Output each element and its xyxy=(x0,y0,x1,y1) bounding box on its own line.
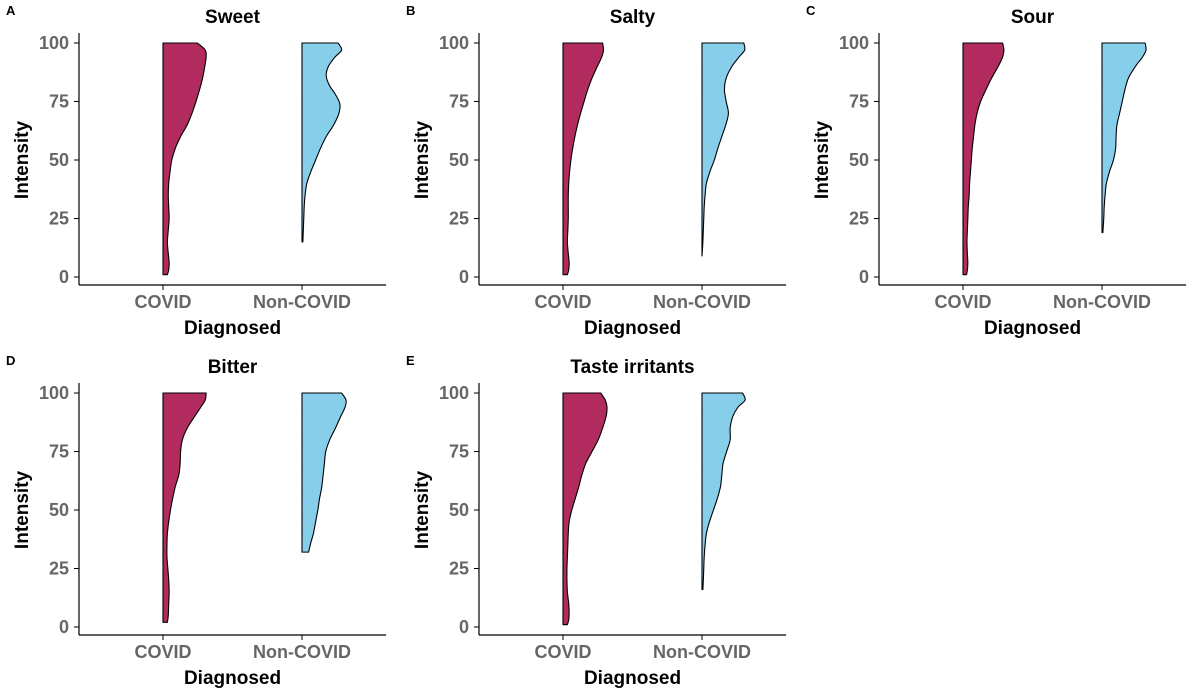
y-tick-label: 50 xyxy=(449,500,469,520)
x-tick-label-non-covid: Non-COVID xyxy=(653,292,751,312)
y-tick-label: 0 xyxy=(459,267,469,287)
x-axis-title: Diagnosed xyxy=(584,668,681,689)
chart-title: Sweet xyxy=(205,7,261,28)
chart-title: Sour xyxy=(1011,7,1055,28)
y-tick-label: 75 xyxy=(49,442,69,462)
y-tick-label: 50 xyxy=(49,150,69,170)
x-tick-label-covid: COVID xyxy=(534,292,591,312)
y-tick-label: 0 xyxy=(459,617,469,637)
y-tick-label: 0 xyxy=(59,617,69,637)
chart-title: Bitter xyxy=(208,357,258,378)
y-tick-label: 75 xyxy=(849,92,869,112)
y-tick-label: 0 xyxy=(59,267,69,287)
y-tick-label: 100 xyxy=(839,33,869,53)
violin-non-covid xyxy=(301,392,347,553)
y-tick-label: 100 xyxy=(439,383,469,403)
violin-covid xyxy=(162,392,207,623)
y-axis-title: Intensity xyxy=(12,121,33,200)
panel-letter: C xyxy=(806,3,816,18)
y-tick-label: 50 xyxy=(849,150,869,170)
x-tick-label-covid: COVID xyxy=(934,292,991,312)
violin-non-covid xyxy=(1101,42,1147,234)
y-tick-label: 75 xyxy=(449,92,469,112)
violin-non-covid xyxy=(701,392,746,591)
y-tick-label: 25 xyxy=(849,209,869,229)
y-axis-title: Intensity xyxy=(412,121,433,200)
violin-covid xyxy=(162,42,207,276)
violin-covid xyxy=(962,42,1005,276)
x-axis-title: Diagnosed xyxy=(584,318,681,339)
violin-non-covid xyxy=(701,42,746,257)
y-tick-label: 25 xyxy=(449,209,469,229)
x-tick-label-non-covid: Non-COVID xyxy=(653,642,751,662)
x-tick-label-non-covid: Non-COVID xyxy=(253,292,351,312)
y-tick-label: 100 xyxy=(439,33,469,53)
panel-salty: B Salty 0 25 50 75 100 COVID Non-COVID Diagnosed I… xyxy=(406,3,786,339)
y-tick-label: 75 xyxy=(449,442,469,462)
panel-letter: B xyxy=(406,3,415,18)
x-axis-title: Diagnosed xyxy=(984,318,1081,339)
violin-non-covid xyxy=(301,42,343,243)
x-tick-label-covid: COVID xyxy=(134,642,191,662)
x-tick-label-covid: COVID xyxy=(134,292,191,312)
y-axis-title: Intensity xyxy=(412,471,433,550)
y-axis-title: Intensity xyxy=(12,471,33,550)
panel-taste-irritants: E Taste irritants 0 25 50 75 100 COVID Non-COVID… xyxy=(406,353,786,689)
chart-title: Salty xyxy=(610,7,656,28)
panel-letter: A xyxy=(6,3,16,18)
panel-sour: C Sour 0 25 50 75 100 COVID Non-COVID Diagnosed In… xyxy=(806,3,1186,339)
panel-bitter: D Bitter 0 25 50 75 100 COVID Non-COVID Diagnosed… xyxy=(6,353,386,689)
y-tick-label: 25 xyxy=(449,559,469,579)
panel-letter: E xyxy=(406,353,415,368)
y-tick-label: 0 xyxy=(859,267,869,287)
y-tick-label: 25 xyxy=(49,209,69,229)
x-tick-label-non-covid: Non-COVID xyxy=(253,642,351,662)
y-tick-label: 75 xyxy=(49,92,69,112)
x-tick-label-non-covid: Non-COVID xyxy=(1053,292,1151,312)
x-tick-label-covid: COVID xyxy=(534,642,591,662)
y-tick-label: 25 xyxy=(49,559,69,579)
y-tick-label: 100 xyxy=(39,33,69,53)
panel-letter: D xyxy=(6,353,15,368)
violin-covid xyxy=(562,392,608,626)
y-tick-label: 100 xyxy=(39,383,69,403)
y-axis-title: Intensity xyxy=(812,121,833,200)
panel-sweet: A Sweet 0 25 50 75 100 COVID Non-COVID Diagnosed I… xyxy=(6,3,386,339)
y-tick-label: 50 xyxy=(49,500,69,520)
x-axis-title: Diagnosed xyxy=(184,668,281,689)
y-tick-label: 50 xyxy=(449,150,469,170)
violin-covid xyxy=(562,42,605,276)
x-axis-title: Diagnosed xyxy=(184,318,281,339)
chart-title: Taste irritants xyxy=(570,357,694,378)
